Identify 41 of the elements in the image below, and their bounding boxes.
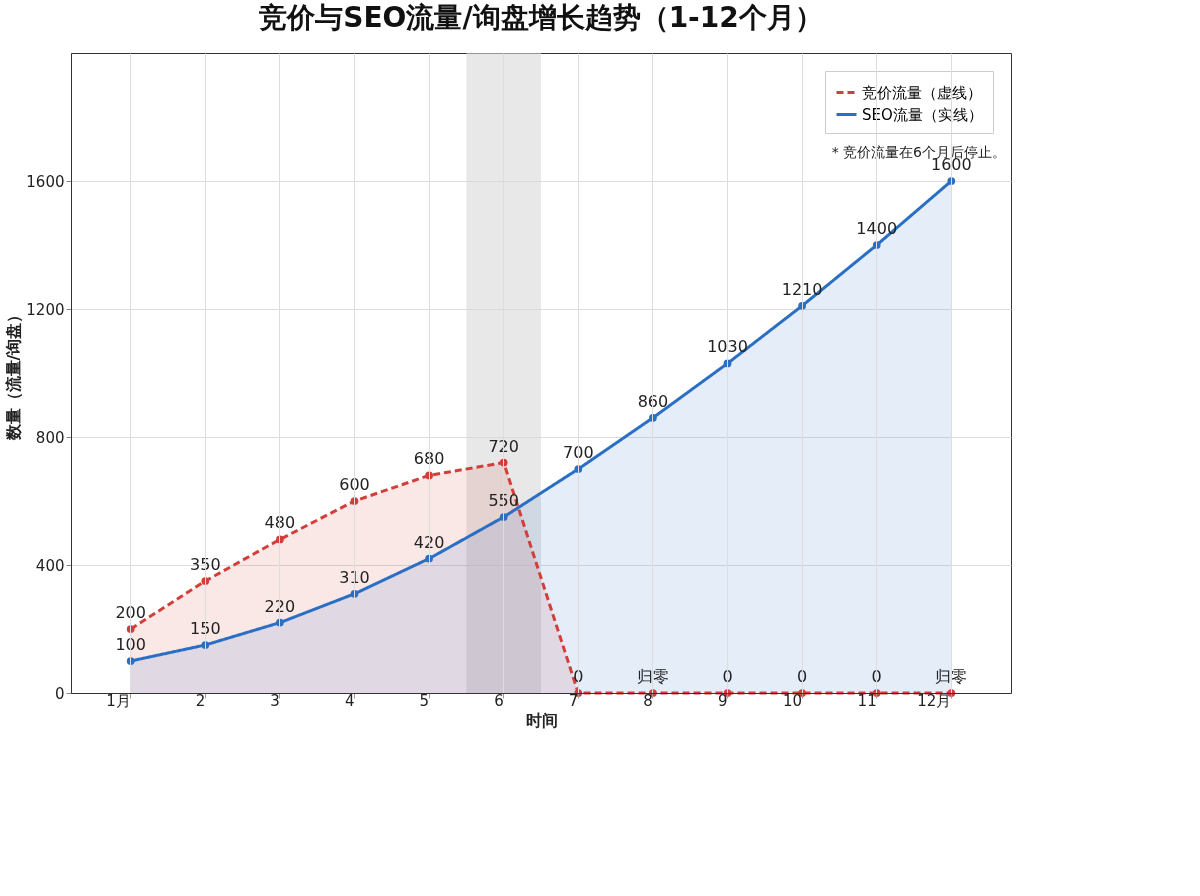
- chart-title: 竞价与SEO流量/询盘增长趋势（1-12个月）: [258, 1, 823, 34]
- x-tick-label: 12月: [917, 691, 952, 710]
- x-tick-label: 10: [783, 691, 803, 710]
- data-label: 1030: [707, 337, 748, 357]
- data-label: 700: [563, 443, 594, 462]
- x-tick-label: 2: [195, 691, 206, 710]
- data-label: 150: [190, 619, 221, 638]
- x-axis-title: 时间: [525, 710, 558, 730]
- data-label: 0: [797, 667, 808, 686]
- y-axis-title: 数量（流量/询盘）: [4, 306, 24, 442]
- x-tick-label: 11: [857, 691, 877, 710]
- y-tick-label: 1200: [26, 300, 65, 319]
- y-tick-label: 1600: [26, 172, 65, 191]
- data-label: 550: [488, 491, 519, 510]
- y-tick-label: 800: [35, 428, 65, 447]
- data-label: 720: [488, 436, 519, 456]
- x-tick-label: 7: [568, 691, 579, 710]
- data-label: 480: [264, 513, 296, 533]
- data-label: 420: [413, 532, 445, 552]
- data-label: 1400: [856, 219, 898, 238]
- data-label: 100: [115, 635, 146, 654]
- data-label: 600: [339, 475, 370, 494]
- x-tick-label: 4: [344, 691, 355, 710]
- x-tick-label: 5: [419, 691, 430, 710]
- x-tick-label: 9: [717, 691, 728, 710]
- x-tick-label: 3: [270, 691, 280, 710]
- data-label: 1210: [781, 279, 823, 299]
- data-label: 200: [115, 603, 146, 622]
- y-tick-label: 0: [54, 684, 65, 703]
- legend-label: 竞价流量（虚线）: [862, 83, 982, 102]
- x-tick-label: 6: [494, 691, 504, 710]
- x-tick-label: 1月: [106, 691, 131, 710]
- y-tick-label: 400: [35, 556, 65, 575]
- x-tick-label: 8: [643, 691, 653, 710]
- data-label: 归零: [935, 667, 968, 686]
- data-label: 归零: [636, 667, 669, 686]
- data-label: 680: [413, 449, 445, 469]
- data-label: 0: [573, 667, 584, 686]
- data-label: 860: [637, 391, 669, 411]
- data-label: 220: [264, 596, 296, 616]
- data-label: 350: [190, 555, 221, 574]
